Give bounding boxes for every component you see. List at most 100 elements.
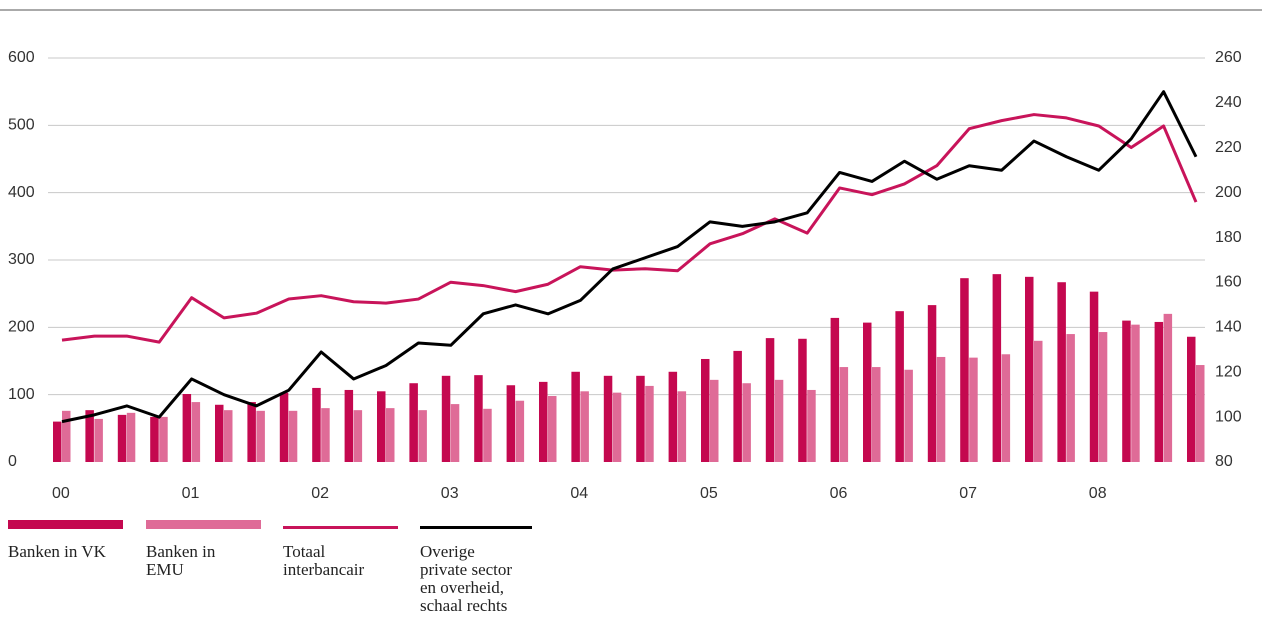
x-tick-label: 03 — [441, 485, 459, 502]
bar — [1163, 313, 1173, 462]
x-tick-label: 02 — [311, 485, 329, 502]
x-tick-label: 00 — [52, 485, 70, 502]
bar — [279, 392, 289, 462]
y2-tick-label: 200 — [1215, 184, 1242, 201]
bar — [377, 391, 386, 462]
bar — [895, 311, 904, 462]
bar — [1057, 282, 1066, 462]
bar — [1098, 332, 1108, 462]
bar — [312, 387, 321, 462]
y2-tick-label: 260 — [1215, 49, 1242, 66]
bar — [386, 408, 395, 462]
legend-swatch — [8, 520, 123, 529]
bar — [62, 410, 71, 462]
y-tick-label: 400 — [8, 184, 35, 201]
bar — [701, 358, 710, 462]
bar — [247, 402, 256, 462]
bar — [450, 404, 460, 462]
y-tick-label: 300 — [8, 251, 35, 268]
bar — [1196, 365, 1205, 462]
bar — [1154, 321, 1164, 462]
bar — [441, 375, 451, 462]
legend-label: Overige private sector en overheid, scha… — [420, 542, 513, 615]
bar — [344, 389, 354, 462]
bar — [774, 379, 784, 462]
bar — [191, 402, 201, 462]
bar — [904, 369, 913, 462]
bar — [580, 391, 589, 462]
bar — [1034, 340, 1043, 462]
bar — [409, 383, 418, 462]
line — [61, 113, 1198, 344]
bar — [992, 274, 1002, 462]
bar — [321, 408, 330, 462]
bar — [182, 393, 192, 462]
x-tick-label: 05 — [700, 485, 718, 502]
bar — [1001, 354, 1011, 462]
y-tick-label: 0 — [8, 453, 17, 470]
x-tick-label: 08 — [1089, 485, 1107, 502]
y2-tick-label: 180 — [1215, 229, 1242, 246]
bar — [474, 375, 483, 462]
bar — [1089, 291, 1099, 462]
bar — [1066, 334, 1075, 462]
legend-item: Overige private sector en overheid, scha… — [420, 520, 532, 615]
line — [61, 90, 1198, 424]
y2-tick-label: 100 — [1215, 408, 1242, 425]
bar — [936, 356, 946, 462]
y2-tick-label: 220 — [1215, 139, 1242, 156]
y-tick-label: 100 — [8, 386, 35, 403]
bar — [224, 410, 233, 462]
legend-label: Banken in VK — [8, 542, 106, 561]
bar — [872, 367, 881, 462]
y2-tick-label: 240 — [1215, 94, 1242, 111]
bar — [733, 350, 742, 462]
bar — [539, 381, 548, 462]
legend-label: Banken in EMU — [146, 542, 216, 579]
bar — [150, 416, 159, 462]
y2-tick-label: 160 — [1215, 274, 1242, 291]
y-tick-label: 500 — [8, 117, 35, 134]
bar — [742, 383, 751, 462]
y2-tick-label: 140 — [1215, 319, 1242, 336]
bar — [215, 404, 224, 462]
bar — [645, 385, 654, 462]
bar — [668, 371, 678, 462]
y2-tick-label: 80 — [1215, 453, 1233, 470]
bar — [1025, 276, 1034, 462]
bar — [126, 412, 136, 462]
bar — [256, 410, 265, 462]
bar — [830, 317, 840, 462]
bar — [839, 367, 849, 462]
bar — [960, 278, 969, 462]
bar — [603, 375, 613, 462]
y-tick-label: 600 — [8, 49, 35, 66]
bar — [612, 392, 622, 462]
x-tick-label: 06 — [830, 485, 848, 502]
bar — [515, 400, 525, 462]
x-tick-label: 01 — [182, 485, 200, 502]
bar — [677, 391, 687, 462]
bar — [636, 375, 645, 462]
bar — [1187, 336, 1196, 462]
legend-swatch — [146, 520, 261, 529]
bar — [548, 396, 557, 462]
x-tick-label: 07 — [959, 485, 977, 502]
bar — [863, 322, 872, 462]
bar — [1131, 324, 1140, 462]
bar — [1122, 320, 1131, 462]
bar — [353, 410, 363, 462]
bar — [94, 418, 103, 462]
bar — [798, 338, 807, 462]
legend-label: Totaal interbancair — [283, 542, 365, 579]
bar — [483, 408, 492, 462]
bar — [927, 305, 937, 462]
bar — [765, 338, 775, 462]
bar — [506, 385, 516, 462]
bar — [288, 410, 298, 462]
x-tick-label: 04 — [570, 485, 588, 502]
bar — [969, 357, 978, 462]
bar — [807, 389, 816, 462]
